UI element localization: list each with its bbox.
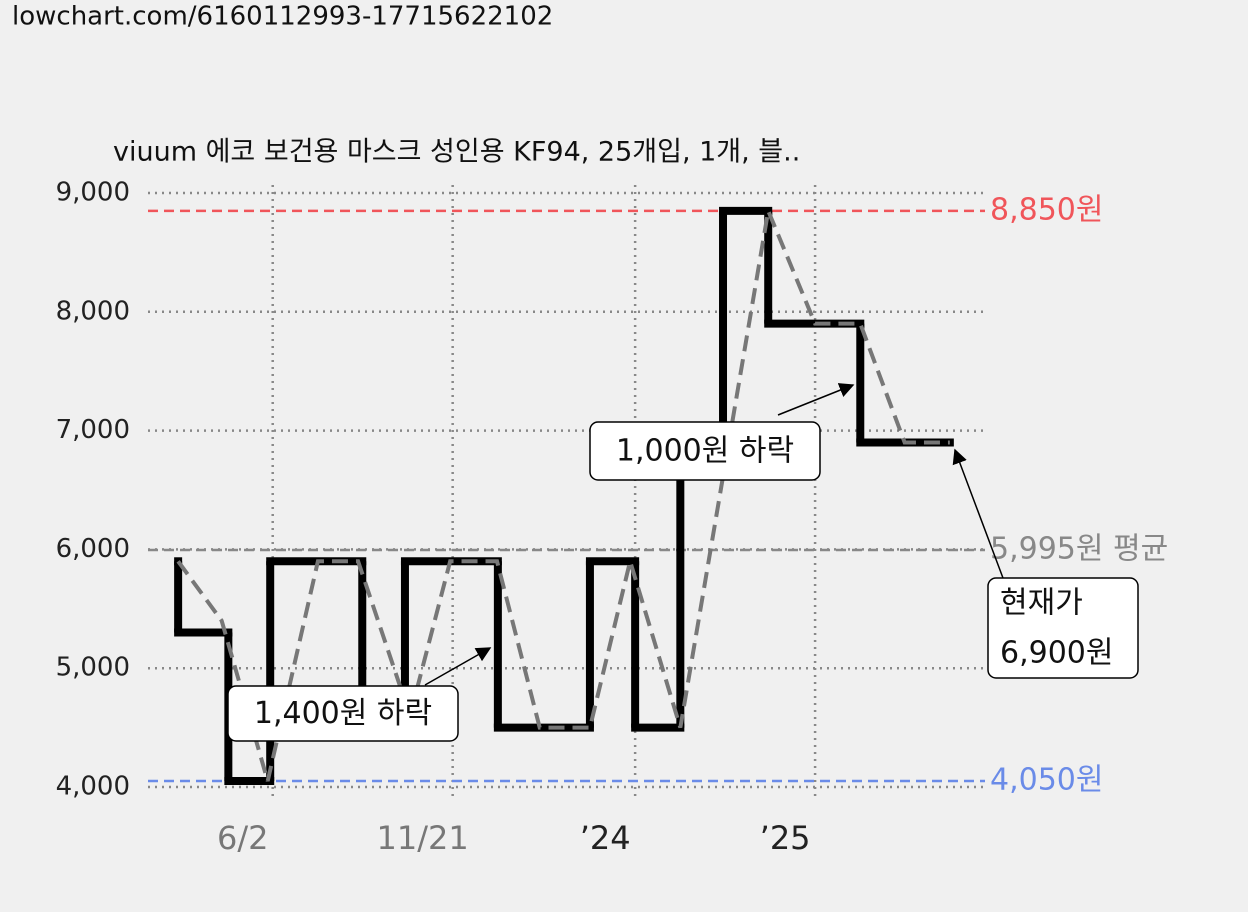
annotation-text: 1,400원 하락 — [254, 696, 432, 731]
annotation-text: 6,900원 — [1000, 636, 1113, 671]
x-tick-label: 6/2 — [217, 819, 269, 857]
x-tick-label: ’25 — [760, 819, 811, 857]
reference-label: 4,050원 — [990, 763, 1103, 798]
chart-title: viuum 에코 보건용 마스크 성인용 KF94, 25개입, 1개, 블.. — [113, 137, 800, 168]
x-tick-label: ’24 — [580, 819, 631, 857]
annotation-text: 현재가 — [1000, 586, 1083, 621]
y-tick-label: 7,000 — [56, 415, 130, 445]
annotation-text: 1,000원 하락 — [616, 434, 794, 469]
y-tick-label: 6,000 — [56, 534, 130, 564]
annotation: 1,000원 하락 — [589, 383, 855, 481]
annotation-box — [227, 685, 459, 742]
annotation: 1,400원 하락 — [227, 647, 492, 742]
x-tick-label: 11/21 — [377, 819, 469, 857]
annotation: 현재가 6,900원 — [952, 448, 1139, 679]
annotation-box — [589, 421, 821, 481]
annotation-arrow — [952, 448, 1004, 579]
y-tick-label: 4,000 — [56, 772, 130, 802]
annotation-box — [987, 577, 1139, 679]
annotation-arrow — [777, 383, 855, 416]
reference-label: 5,995원 평균 — [990, 531, 1168, 566]
y-tick-label: 8,000 — [56, 296, 130, 326]
annotation-arrow — [424, 647, 492, 686]
y-tick-label: 9,000 — [56, 178, 130, 208]
y-tick-label: 5,000 — [56, 653, 130, 683]
reference-label: 8,850원 — [990, 192, 1103, 227]
line-series — [176, 203, 950, 782]
url: lowchart.com/6160112993-17715622102 — [12, 2, 553, 32]
